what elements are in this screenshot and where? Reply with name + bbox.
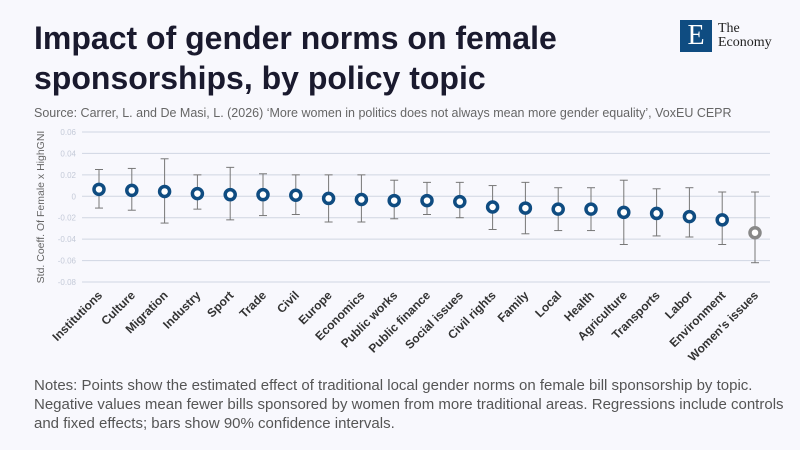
y-tick-label: -0.08 xyxy=(58,278,77,287)
page-title: Impact of gender norms on female sponsor… xyxy=(34,20,557,96)
y-tick-label: 0.02 xyxy=(60,171,76,180)
x-tick-label: Family xyxy=(495,288,532,325)
data-point xyxy=(420,193,434,208)
data-point xyxy=(551,202,565,216)
x-tick-label: Institutions xyxy=(49,288,105,344)
logo-text: The Economy xyxy=(718,22,772,50)
data-point xyxy=(256,187,270,202)
logo-line1: The xyxy=(718,21,740,36)
y-tick-label: -0.02 xyxy=(58,214,77,223)
y-tick-label: 0 xyxy=(72,192,77,201)
data-point xyxy=(354,192,369,207)
data-point xyxy=(649,206,664,221)
logo-line2: Economy xyxy=(718,35,772,50)
x-tick-label: Sport xyxy=(204,288,236,320)
data-point xyxy=(125,183,139,198)
data-point xyxy=(289,188,303,202)
x-tick-label: Trade xyxy=(237,288,270,321)
y-axis-label: Std. Coeff. Of Female x HighGNI xyxy=(35,131,47,284)
data-point xyxy=(617,205,631,220)
y-tick-label: -0.04 xyxy=(58,235,77,244)
logo: E The Economy xyxy=(680,20,772,52)
data-point xyxy=(715,213,729,227)
logo-mark: E xyxy=(680,20,712,52)
data-point xyxy=(321,191,336,206)
data-point xyxy=(387,193,401,208)
y-tick-label: 0.06 xyxy=(60,128,76,137)
data-point xyxy=(92,182,106,197)
data-point xyxy=(748,225,762,240)
data-point xyxy=(518,201,533,215)
data-point xyxy=(485,200,500,214)
data-point xyxy=(190,186,205,201)
data-point xyxy=(682,209,697,224)
data-point xyxy=(453,194,467,209)
data-point xyxy=(584,202,598,216)
data-point xyxy=(157,184,172,199)
data-point xyxy=(223,187,237,202)
x-tick-label: Civil xyxy=(274,288,302,316)
y-tick-label: 0.04 xyxy=(60,149,76,158)
notes-text: Notes: Points show the estimated effect … xyxy=(34,377,784,432)
logo-letter: E xyxy=(687,20,705,51)
source-text: Source: Carrer, L. and De Masi, L. (2026… xyxy=(34,106,732,120)
y-tick-label: -0.06 xyxy=(58,257,77,266)
x-tick-label: Local xyxy=(532,288,564,320)
